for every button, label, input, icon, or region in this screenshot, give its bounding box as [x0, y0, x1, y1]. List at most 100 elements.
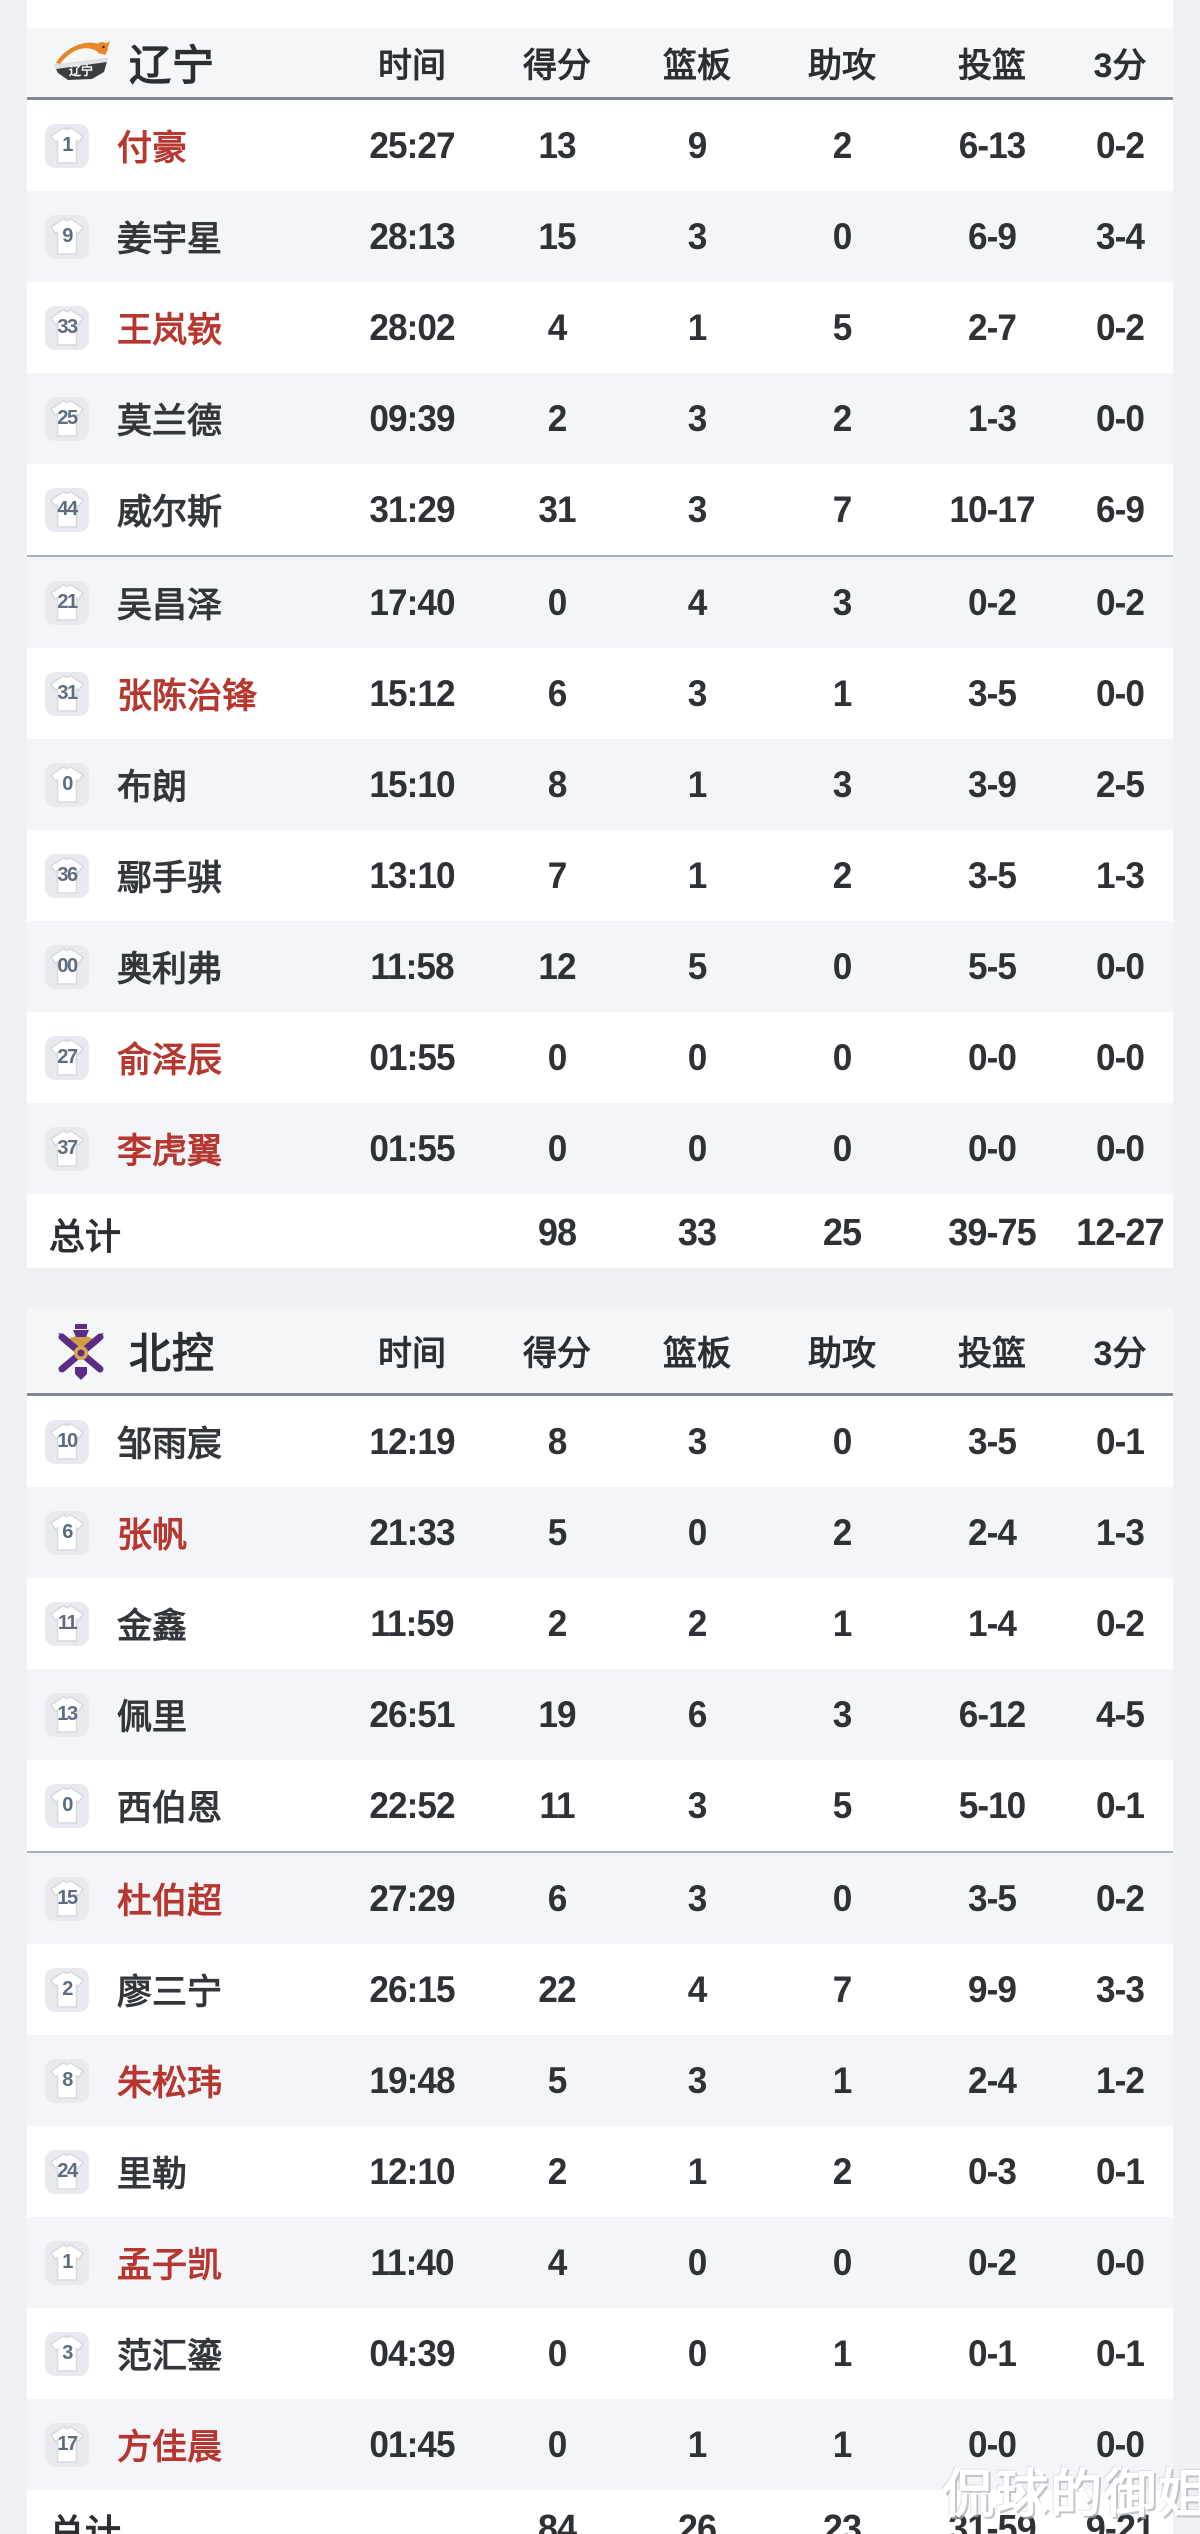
col-header-fg: 投篮 — [958, 1335, 1026, 1373]
points-cell: 0 — [547, 581, 568, 623]
player-row[interactable]: 8 朱松玮 19:48 5 3 1 2-4 1-2 — [27, 2035, 1173, 2126]
player-row[interactable]: 36 鄢手骐 13:10 7 1 2 3-5 1-3 — [27, 830, 1173, 921]
total-points: 84 — [537, 2508, 577, 2534]
player-row[interactable]: 17 方佳晨 01:45 0 1 1 0-0 0-0 — [27, 2399, 1173, 2490]
3pt-cell: 4-5 — [1096, 1693, 1145, 1735]
assists-cell: 1 — [832, 1602, 853, 1644]
player-row[interactable]: 2 廖三宁 26:15 22 4 7 9-9 3-3 — [27, 1944, 1173, 2035]
player-row[interactable]: 15 杜伯超 27:29 6 3 0 3-5 0-2 — [27, 1853, 1173, 1944]
assists-cell: 1 — [832, 2423, 853, 2465]
player-row[interactable]: 0 布朗 15:10 8 1 3 3-9 2-5 — [27, 739, 1173, 830]
jersey-icon — [49, 582, 85, 621]
player-row[interactable]: 9 姜宇星 28:13 15 3 0 6-9 3-4 — [27, 191, 1173, 282]
player-name: 王岚嵚 — [117, 311, 223, 350]
assists-cell: 2 — [832, 124, 853, 166]
assists-cell: 0 — [832, 1127, 853, 1169]
jersey-number: 37 — [57, 1137, 78, 1159]
jersey-number: 2 — [62, 1978, 73, 2000]
player-name: 姜宇星 — [117, 220, 223, 259]
player-name-cell: 44 威尔斯 — [27, 484, 337, 535]
team-section-liaoning: 辽宁 辽宁 时间 得分 篮板 助攻 投篮 3分 1 付豪 25:27 13 9 … — [27, 0, 1173, 1268]
jersey-number: 44 — [57, 498, 78, 520]
time-cell: 13:10 — [369, 854, 455, 896]
card-top-strip — [27, 0, 1173, 28]
player-row[interactable]: 44 威尔斯 31:29 31 3 7 10-17 6-9 — [27, 464, 1173, 557]
jersey-icon — [49, 125, 85, 164]
player-row[interactable]: 24 里勒 12:10 2 1 2 0-3 0-1 — [27, 2126, 1173, 2217]
player-row[interactable]: 6 张帆 21:33 5 0 2 2-4 1-3 — [27, 1487, 1173, 1578]
time-cell: 28:13 — [369, 215, 455, 257]
jersey-number-badge: 6 — [45, 1510, 89, 1555]
jersey-number: 33 — [57, 316, 78, 338]
points-cell: 5 — [547, 1511, 568, 1553]
jersey-number-badge: 10 — [45, 1419, 89, 1464]
jersey-icon — [49, 855, 85, 894]
player-row[interactable]: 25 莫兰德 09:39 2 3 2 1-3 0-0 — [27, 373, 1173, 464]
player-name: 奥利弗 — [117, 950, 223, 989]
fg-cell: 3-9 — [968, 763, 1017, 805]
player-name-cell: 10 邹雨宸 — [27, 1416, 337, 1467]
jersey-number-badge: 1 — [45, 2240, 89, 2285]
player-row[interactable]: 10 邹雨宸 12:19 8 3 0 3-5 0-1 — [27, 1396, 1173, 1487]
jersey-number: 0 — [62, 1794, 73, 1816]
player-row[interactable]: 13 佩里 26:51 19 6 3 6-12 4-5 — [27, 1669, 1173, 1760]
player-name: 鄢手骐 — [117, 859, 223, 898]
player-row[interactable]: 33 王岚嵚 28:02 4 1 5 2-7 0-2 — [27, 282, 1173, 373]
player-name-cell: 25 莫兰德 — [27, 393, 337, 444]
time-cell: 25:27 — [369, 124, 455, 166]
3pt-cell: 1-3 — [1096, 1511, 1145, 1553]
rebounds-cell: 3 — [687, 488, 708, 530]
jersey-icon — [49, 398, 85, 437]
total-rebounds: 33 — [677, 1212, 717, 1254]
player-name: 张陈治锋 — [117, 677, 258, 716]
watermark: 侃球的御姐 — [942, 2466, 1200, 2524]
player-row[interactable]: 37 李虎翼 01:55 0 0 0 0-0 0-0 — [27, 1103, 1173, 1194]
time-cell: 27:29 — [369, 1877, 455, 1919]
points-cell: 2 — [547, 1602, 568, 1644]
player-row[interactable]: 31 张陈治锋 15:12 6 3 1 3-5 0-0 — [27, 648, 1173, 739]
player-name: 佩里 — [117, 1698, 188, 1737]
jersey-number-badge: 1 — [45, 123, 89, 168]
player-name-cell: 13 佩里 — [27, 1689, 337, 1740]
rebounds-cell: 3 — [687, 397, 708, 439]
fg-cell: 5-5 — [968, 945, 1017, 987]
assists-cell: 0 — [832, 1036, 853, 1078]
assists-cell: 2 — [832, 1511, 853, 1553]
player-name: 俞泽辰 — [117, 1041, 223, 1080]
player-row[interactable]: 3 范汇鎏 04:39 0 0 1 0-1 0-1 — [27, 2308, 1173, 2399]
time-cell: 12:10 — [369, 2150, 455, 2192]
player-row[interactable]: 27 俞泽辰 01:55 0 0 0 0-0 0-0 — [27, 1012, 1173, 1103]
player-name: 威尔斯 — [117, 493, 223, 532]
beikong-logo-icon — [49, 1322, 113, 1380]
time-cell: 11:40 — [370, 2241, 454, 2283]
col-header-3pt: 3分 — [1093, 47, 1147, 85]
player-name: 莫兰德 — [117, 402, 223, 441]
points-cell: 8 — [547, 763, 568, 805]
fg-cell: 3-5 — [968, 1877, 1017, 1919]
jersey-number: 15 — [57, 1887, 78, 1909]
points-cell: 31 — [538, 488, 576, 530]
jersey-number: 8 — [62, 2069, 73, 2091]
rebounds-cell: 2 — [687, 1602, 708, 1644]
points-cell: 0 — [547, 1127, 568, 1169]
points-cell: 4 — [547, 306, 568, 348]
player-row[interactable]: 0 西伯恩 22:52 11 3 5 5-10 0-1 — [27, 1760, 1173, 1853]
total-assists: 23 — [822, 2508, 862, 2534]
player-row[interactable]: 11 金鑫 11:59 2 2 1 1-4 0-2 — [27, 1578, 1173, 1669]
assists-cell: 2 — [832, 2150, 853, 2192]
player-row[interactable]: 21 吴昌泽 17:40 0 4 3 0-2 0-2 — [27, 557, 1173, 648]
jersey-number: 17 — [57, 2433, 78, 2455]
rebounds-cell: 1 — [687, 306, 708, 348]
player-name: 里勒 — [117, 2155, 188, 2194]
beikong-player-rows: 10 邹雨宸 12:19 8 3 0 3-5 0-1 6 张帆 21:33 5 … — [27, 1396, 1173, 2490]
col-header-rebounds: 篮板 — [663, 1335, 731, 1373]
assists-cell: 0 — [832, 1877, 853, 1919]
assists-cell: 0 — [832, 215, 853, 257]
3pt-cell: 1-3 — [1096, 854, 1145, 896]
player-row[interactable]: 1 孟子凯 11:40 4 0 0 0-2 0-0 — [27, 2217, 1173, 2308]
rebounds-cell: 1 — [687, 854, 708, 896]
player-row[interactable]: 00 奥利弗 11:58 12 5 0 5-5 0-0 — [27, 921, 1173, 1012]
assists-cell: 0 — [832, 2241, 853, 2283]
player-row[interactable]: 1 付豪 25:27 13 9 2 6-13 0-2 — [27, 100, 1173, 191]
assists-cell: 2 — [832, 854, 853, 896]
